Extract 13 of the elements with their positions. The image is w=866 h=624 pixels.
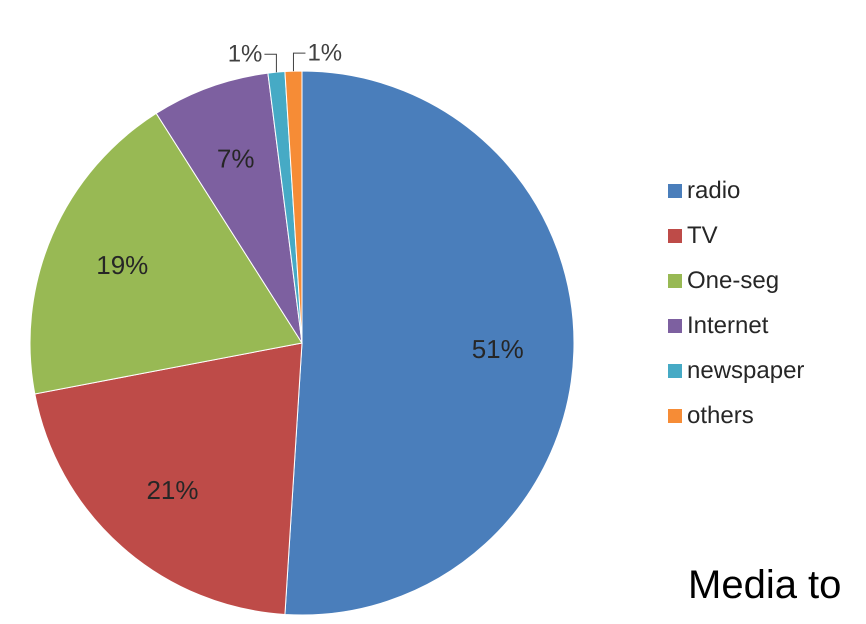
legend-label: One-seg [687,266,780,294]
data-label: 1% [228,40,262,68]
legend-label: TV [687,222,718,250]
data-label: 7% [216,144,254,174]
text: Media to [688,563,842,608]
data-label: 51% [472,334,524,364]
legend-label: Internet [687,312,768,340]
data-label: 19% [96,250,148,280]
data-label: 1% [307,40,342,67]
legend-label: others [687,402,754,430]
data-label: 21% [146,474,199,505]
legend-label: newspaper [687,356,804,384]
legend-label: radio [687,176,740,204]
